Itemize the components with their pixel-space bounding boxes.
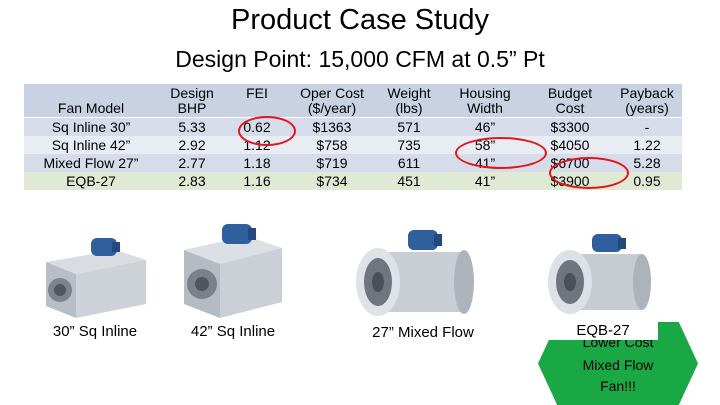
cell-weight: 571	[376, 117, 442, 136]
highlight-circle-fei	[238, 116, 296, 146]
cell-weight: 735	[376, 136, 442, 154]
cell-oper-cost: $734	[288, 172, 376, 190]
slide-subtitle: Design Point: 15,000 CFM at 0.5” Pt	[175, 46, 545, 72]
square-inline-42-fan-image	[184, 224, 282, 318]
caption-42-sq-inline: 42” Sq Inline	[190, 323, 276, 340]
cell-design-bhp: 2.77	[158, 154, 226, 172]
cell-weight: 451	[376, 172, 442, 190]
cell-weight: 611	[376, 154, 442, 172]
cell-fei: 1.18	[226, 154, 288, 172]
cell-fan-model: Sq Inline 42”	[24, 136, 158, 154]
header-fei: FEI	[226, 84, 288, 118]
badge-line-mixed-flow: Mixed Flow	[582, 357, 654, 373]
header-design-bhp: Design BHP	[158, 84, 226, 118]
cell-payback: 0.95	[612, 172, 682, 190]
cell-budget-cost: $3300	[528, 117, 612, 136]
square-inline-30-fan-image	[46, 238, 146, 318]
caption-30-sq-inline: 30” Sq Inline	[52, 323, 138, 340]
header-weight: Weight (lbs)	[376, 84, 442, 118]
slide-title: Product Case Study	[231, 4, 489, 36]
table-header-row: Fan Model Design BHP FEI Oper Cost ($/ye…	[24, 84, 682, 118]
cell-payback: 1.22	[612, 136, 682, 154]
highlight-circle-budget-cost	[549, 157, 629, 189]
header-fan-model: Fan Model	[24, 84, 158, 118]
cell-oper-cost: $719	[288, 154, 376, 172]
mixed-flow-27-fan-image	[356, 230, 474, 316]
header-budget-cost: Budget Cost	[528, 84, 612, 118]
cell-housing-width: 41”	[442, 172, 528, 190]
cell-budget-cost: $4050	[528, 136, 612, 154]
table-row: Sq Inline 30” 5.33 0.62 $1363 571 46” $3…	[24, 117, 682, 136]
highlight-circle-housing-width	[455, 137, 547, 169]
cell-oper-cost: $1363	[288, 117, 376, 136]
caption-eqb-27: EQB-27	[548, 322, 658, 340]
caption-27-mixed-flow: 27” Mixed Flow	[372, 324, 474, 341]
cell-housing-width: 46”	[442, 117, 528, 136]
cell-payback: 5.28	[612, 154, 682, 172]
badge-line-fan: Fan!!!	[600, 378, 636, 394]
header-payback: Payback (years)	[612, 84, 682, 118]
cell-design-bhp: 2.92	[158, 136, 226, 154]
cell-design-bhp: 2.83	[158, 172, 226, 190]
eqb-27-fan-image	[548, 234, 651, 314]
table-row: Sq Inline 42” 2.92 1.12 $758 735 58” $40…	[24, 136, 682, 154]
cell-fan-model: EQB-27	[24, 172, 158, 190]
cell-payback: -	[612, 117, 682, 136]
cell-design-bhp: 5.33	[158, 117, 226, 136]
cell-fei: 1.16	[226, 172, 288, 190]
cell-fan-model: Sq Inline 30”	[24, 117, 158, 136]
cell-oper-cost: $758	[288, 136, 376, 154]
header-oper-cost: Oper Cost ($/year)	[288, 84, 376, 118]
cell-fan-model: Mixed Flow 27”	[24, 154, 158, 172]
header-housing-width: Housing Width	[442, 84, 528, 118]
